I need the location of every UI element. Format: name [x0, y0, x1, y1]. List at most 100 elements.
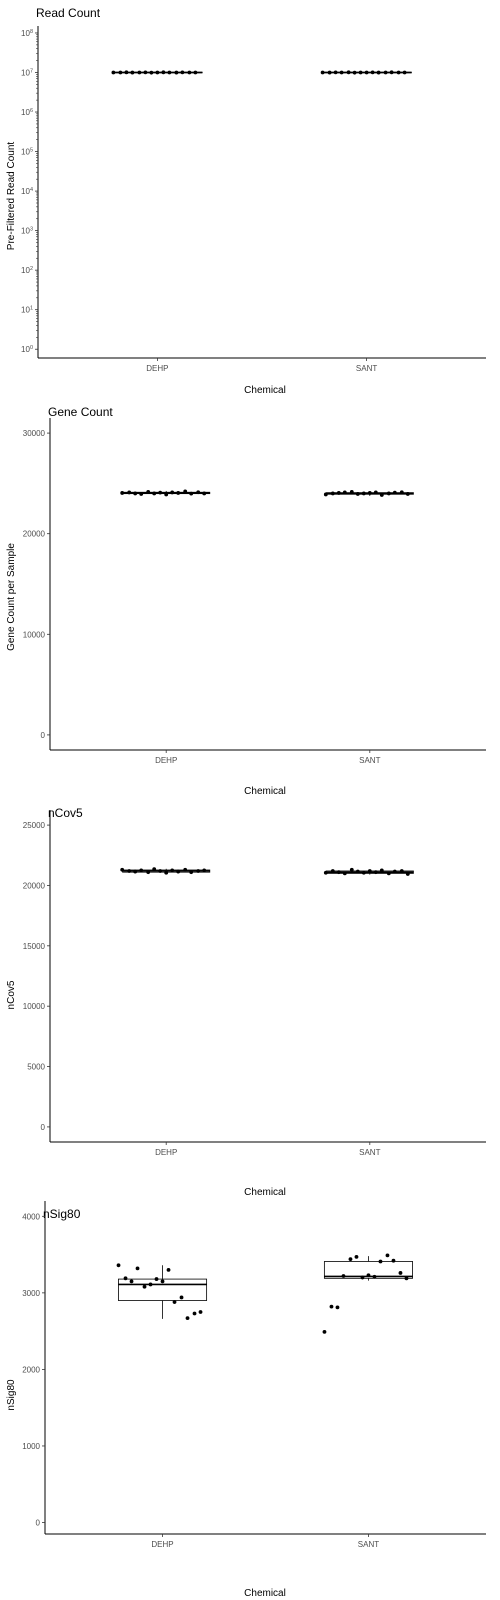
- data-point-dehp: [196, 869, 201, 873]
- box-sant: [323, 1261, 413, 1279]
- data-point-dehp: [187, 70, 192, 75]
- data-point-dehp: [137, 70, 142, 75]
- y-tick-label: 20000: [23, 881, 46, 890]
- y-tick-label: 100: [21, 345, 33, 354]
- data-point-sant: [379, 868, 384, 873]
- read-count-panel: Read Count Chemical Pre-Filtered Read Co…: [6, 6, 486, 396]
- data-point-sant: [361, 491, 366, 496]
- data-point-dehp: [146, 490, 151, 494]
- y-tick-label: 108: [21, 29, 33, 38]
- data-point-dehp: [176, 869, 181, 874]
- x-tick-label-dehp: DEHP: [155, 756, 177, 765]
- data-point-sant: [329, 1304, 334, 1309]
- data-point-dehp: [189, 491, 194, 496]
- data-point-dehp: [170, 490, 175, 495]
- data-point-dehp: [154, 1277, 159, 1281]
- y-tick-label: 102: [21, 266, 33, 275]
- data-point-dehp: [155, 70, 160, 75]
- y-axis-label: nCov5: [6, 980, 17, 1009]
- data-point-sant: [405, 872, 410, 876]
- gene-count-panel: Gene Count Chemical Gene Count per Sampl…: [6, 405, 486, 797]
- panel-title: Read Count: [36, 6, 101, 20]
- panel-title: nCov5: [48, 806, 83, 820]
- y-axis-label: Gene Count per Sample: [6, 543, 17, 651]
- data-point-sant: [358, 70, 363, 75]
- data-point-dehp: [160, 1279, 165, 1284]
- y-tick-label: 3000: [22, 1289, 40, 1298]
- data-point-sant: [386, 491, 391, 496]
- data-point-dehp: [142, 1284, 147, 1289]
- data-point-dehp: [120, 491, 125, 495]
- y-tick-label: 106: [21, 108, 33, 117]
- data-point-sant: [320, 70, 325, 75]
- data-point-sant: [335, 1305, 340, 1310]
- data-point-dehp: [167, 70, 172, 75]
- data-point-dehp: [158, 490, 163, 495]
- data-point-dehp: [120, 867, 125, 872]
- data-point-sant: [323, 870, 328, 875]
- panel-title: nSig80: [43, 1207, 81, 1221]
- data-point-sant: [392, 490, 397, 495]
- data-point-sant: [392, 869, 397, 874]
- data-point-sant: [339, 70, 344, 75]
- nsig80-panel: nSig80 Chemical nSig80 0 1000 2000 3000 4000…: [6, 1201, 486, 1599]
- data-point-sant: [346, 70, 351, 75]
- data-point-sant: [373, 490, 378, 495]
- y-axis-label: nSig80: [6, 1379, 17, 1411]
- y-tick-label: 15000: [23, 942, 46, 951]
- data-point-sant: [405, 492, 410, 496]
- data-point-sant: [385, 1253, 390, 1258]
- y-tick-label: 101: [21, 306, 33, 315]
- data-point-sant: [404, 1276, 409, 1281]
- panel-title: Gene Count: [48, 405, 113, 419]
- data-point-dehp: [196, 490, 201, 495]
- data-point-sant: [349, 490, 354, 494]
- data-point-sant: [367, 869, 372, 873]
- data-point-sant: [398, 1271, 403, 1275]
- data-point-sant: [342, 490, 347, 495]
- data-point-dehp: [130, 70, 135, 75]
- data-point-sant: [399, 490, 404, 495]
- y-tick-label: 4000: [22, 1212, 40, 1221]
- data-point-dehp: [183, 867, 188, 872]
- x-tick-label-sant: SANT: [356, 364, 377, 373]
- data-point-sant: [370, 70, 375, 75]
- x-axis-label: Chemical: [244, 1588, 286, 1599]
- data-point-dehp: [133, 491, 138, 496]
- ncov5-panel: nCov5 Chemical nCov5 0 5000 10000 15000 2000…: [6, 806, 486, 1198]
- data-point-sant: [402, 70, 407, 75]
- y-tick-label: 0: [41, 1123, 46, 1132]
- data-point-dehp: [139, 492, 144, 496]
- data-point-dehp: [174, 70, 179, 75]
- data-point-sant: [327, 70, 332, 75]
- data-point-dehp: [127, 869, 132, 873]
- data-point-dehp: [185, 1316, 190, 1321]
- data-point-sant: [330, 491, 335, 496]
- data-point-dehp: [180, 70, 185, 75]
- data-point-sant: [341, 1274, 346, 1278]
- data-point-dehp: [183, 489, 188, 494]
- data-point-dehp: [146, 870, 151, 875]
- data-point-dehp: [127, 490, 132, 495]
- data-point-dehp: [135, 1266, 140, 1271]
- data-point-dehp: [143, 70, 148, 75]
- data-point-sant: [383, 70, 388, 75]
- data-point-sant: [378, 1259, 383, 1264]
- data-point-sant: [355, 492, 360, 496]
- data-point-sant: [360, 1275, 365, 1280]
- data-point-dehp: [198, 1310, 203, 1314]
- data-point-dehp: [149, 70, 154, 75]
- data-point-dehp: [161, 70, 166, 75]
- data-point-sant: [336, 491, 341, 495]
- y-tick-label: 1000: [22, 1442, 40, 1451]
- data-point-sant: [373, 870, 378, 875]
- data-point-sant: [348, 1257, 353, 1262]
- data-point-sant: [342, 871, 347, 876]
- data-point-dehp: [133, 869, 138, 874]
- data-point-sant: [349, 867, 354, 872]
- data-point-dehp: [193, 70, 198, 75]
- data-point-dehp: [164, 492, 169, 497]
- data-point-sant: [352, 70, 357, 75]
- x-axis-label: Chemical: [244, 786, 286, 797]
